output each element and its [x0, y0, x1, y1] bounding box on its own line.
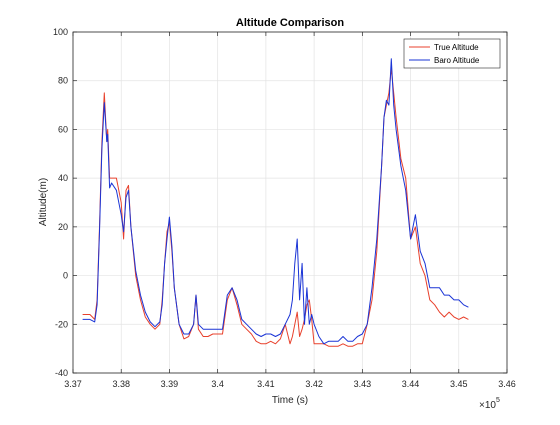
series-line-baro-altitude	[82, 58, 469, 345]
legend-label-true-altitude: True Altitude	[434, 43, 479, 52]
x-tick-label: 3.42	[305, 379, 323, 389]
x-exponent-base: ×10	[479, 400, 496, 411]
chart-title: Altitude Comparison	[236, 17, 344, 29]
x-tick-label: 3.46	[498, 379, 516, 389]
x-tick-label: 3.38	[112, 379, 130, 389]
x-exponent-power: 5	[496, 397, 500, 404]
x-tick-label: 3.45	[450, 379, 468, 389]
y-tick-label: 60	[58, 124, 68, 134]
legend: True Altitude Baro Altitude	[403, 38, 501, 69]
legend-box	[403, 38, 501, 69]
x-tick-label: 3.44	[402, 379, 420, 389]
x-tick-label: 3.39	[161, 379, 179, 389]
plot-frame	[72, 31, 508, 374]
x-tick-label: 3.43	[354, 379, 372, 389]
y-tick-label: 100	[53, 27, 68, 37]
x-exponent-label: ×10 5	[479, 397, 500, 411]
y-tick-label: -40	[55, 368, 68, 378]
x-tick-label: 3.4	[211, 379, 224, 389]
x-axis-label: Time (s)	[272, 395, 308, 406]
x-tick-label: 3.41	[257, 379, 275, 389]
axis-ticks: 3.37 3.38 3.39 3.4 3.41 3.42 3.43 3.44 3.45 3.46 -…	[53, 27, 516, 389]
y-tick-label: -20	[55, 319, 68, 329]
y-tick-label: 40	[58, 173, 68, 183]
series-lines	[82, 58, 469, 347]
y-tick-label: 0	[63, 271, 68, 281]
legend-label-baro-altitude: Baro Altitude	[434, 56, 480, 65]
y-axis-label: Altitude(m)	[38, 178, 49, 226]
x-tick-label: 3.37	[64, 379, 82, 389]
y-tick-label: 20	[58, 222, 68, 232]
y-tick-label: 80	[58, 76, 68, 86]
